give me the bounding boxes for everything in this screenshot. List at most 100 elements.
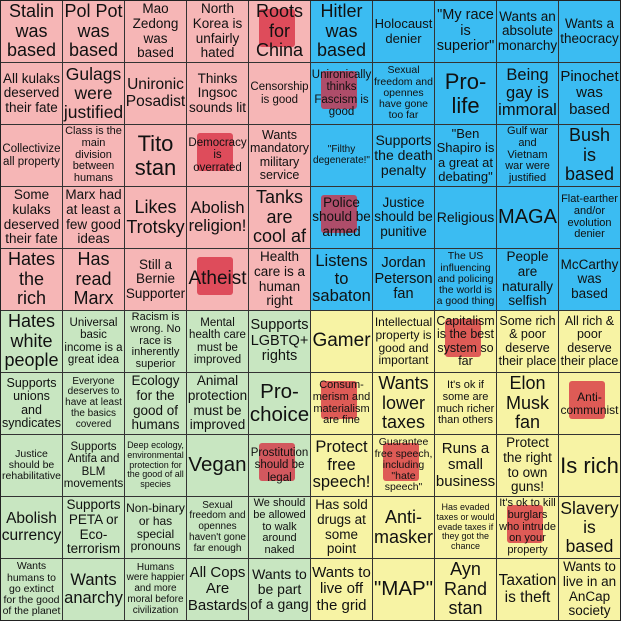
- cell-text: Elon Musk fan: [505, 373, 549, 433]
- bingo-cell: Universal basic income is a great idea: [63, 311, 124, 372]
- cell-text: Gulf war and Vietnam war were justified: [505, 125, 550, 185]
- cell-text: Bush is based: [564, 125, 615, 185]
- cell-text: It's ok to kill burglars who intrude on …: [499, 497, 556, 557]
- bingo-cell: Health care is a human right: [249, 249, 310, 310]
- cell-text: Deep ecology, environmental protection f…: [127, 440, 184, 490]
- cell-text: Pro-life: [444, 68, 487, 118]
- red-mark: [383, 443, 419, 481]
- cell-text: Some rich & poor deserve their place: [498, 313, 557, 368]
- bingo-cell: "Filthy degenerate!": [311, 125, 372, 186]
- bingo-cell: Bush is based: [559, 125, 620, 186]
- bingo-cell: Tanks are cool af: [249, 187, 310, 248]
- bingo-cell: We should be allowed to walk around nake…: [249, 497, 310, 558]
- bingo-cell: People are naturally selfish: [497, 249, 558, 310]
- cell-text: Supports Antifa and BLM movements: [63, 440, 124, 490]
- cell-text: Has read Marx: [73, 249, 114, 309]
- cell-text: Atheist: [188, 268, 247, 290]
- bingo-cell: Religious: [435, 187, 496, 248]
- cell-text: Hates the rich: [7, 249, 56, 309]
- cell-text: Jordan Peterson fan: [374, 255, 433, 303]
- bingo-cell: Flat-earther and/or evolution denier: [559, 187, 620, 248]
- red-mark: [197, 133, 233, 171]
- cell-text: Intellectual property is good and import…: [374, 314, 433, 368]
- cell-text: "My race is superior": [436, 7, 495, 55]
- cell-text: "Ben Shapiro is a great at debating": [436, 126, 495, 184]
- cell-text: All rich & poor deserve their place: [560, 313, 619, 368]
- bingo-cell: "Ben Shapiro is a great at debating": [435, 125, 496, 186]
- bingo-cell: Has sold drugs at some point: [311, 497, 372, 558]
- bingo-cell: "My race is superior": [435, 1, 496, 62]
- bingo-cell: Deep ecology, environmental protection f…: [125, 435, 186, 496]
- bingo-cell: Listens to sabaton: [311, 249, 372, 310]
- bingo-cell: Prostitution should be legal: [249, 435, 310, 496]
- cell-text: Health care is a human right: [253, 249, 306, 309]
- bingo-cell: The US influencing and policing the worl…: [435, 249, 496, 310]
- bingo-cell: Still a Bernie Supporter: [125, 249, 186, 310]
- cell-text: Some kulaks deserved their fate: [3, 187, 60, 247]
- bingo-cell: "MAP": [373, 559, 434, 620]
- cell-text: Stalin was based: [6, 1, 57, 61]
- cell-text: It's ok if some are much richer than oth…: [436, 378, 495, 427]
- bingo-cell: Wants mandatory military service: [249, 125, 310, 186]
- cell-text: Justice should be punitive: [374, 194, 433, 239]
- bingo-cell: Gulags were justified: [63, 63, 124, 124]
- bingo-cell: Mao Zedong was based: [125, 1, 186, 62]
- bingo-cell: Hates white people: [1, 311, 62, 372]
- bingo-cell: Supports LGBTQ+ rights: [249, 311, 310, 372]
- bingo-cell: Wants to be part of a gang: [249, 559, 310, 620]
- bingo-cell: Wants a theocracy: [559, 1, 620, 62]
- bingo-cell: Vegan: [187, 435, 248, 496]
- red-mark: [197, 257, 233, 295]
- bingo-cell: Wants anarchy: [63, 559, 124, 620]
- bingo-cell: Wants to live in an AnCap society: [559, 559, 620, 620]
- bingo-cell: Gamer: [311, 311, 372, 372]
- red-mark: [259, 9, 295, 47]
- bingo-cell: Collectivize all property: [1, 125, 62, 186]
- bingo-cell: Ecology for the good of humans: [125, 373, 186, 434]
- bingo-cell: Supports the death penalty: [373, 125, 434, 186]
- cell-text: Justice should be rehabilitative: [2, 447, 61, 483]
- cell-text: Sexual freedom and opennes haven't gone …: [189, 499, 246, 554]
- bingo-cell: Jordan Peterson fan: [373, 249, 434, 310]
- bingo-cell: Non-binary or has special pronouns: [125, 497, 186, 558]
- cell-text: Is rich: [560, 452, 619, 478]
- cell-text: Supports PETA or Eco-terrorism: [66, 497, 121, 557]
- bingo-cell: Justice should be punitive: [373, 187, 434, 248]
- cell-text: Wants humans to go extinct for the good …: [2, 560, 61, 618]
- bingo-cell: Wants to live off the grid: [311, 559, 372, 620]
- cell-text: Pol Pot was based: [64, 1, 123, 61]
- bingo-cell: Justice should be rehabilitative: [1, 435, 62, 496]
- bingo-cell: All kulaks deserved their fate: [1, 63, 62, 124]
- bingo-cell: Sexual freedom and opennes haven't gone …: [187, 497, 248, 558]
- bingo-cell: Has read Marx: [63, 249, 124, 310]
- bingo-cell: Everyone deserves to have at least the b…: [63, 373, 124, 434]
- bingo-cell: Elon Musk fan: [497, 373, 558, 434]
- cell-text: Vegan: [188, 453, 247, 477]
- bingo-cell: Consum-merism and materialism are fine: [311, 373, 372, 434]
- bingo-cell: Unironically thinks Fascism is good: [311, 63, 372, 124]
- bingo-cell: Hates the rich: [1, 249, 62, 310]
- cell-text: Wants anarchy: [64, 570, 123, 607]
- cell-text: Being gay is immoral: [498, 65, 557, 120]
- bingo-cell: Democracy is overrated: [187, 125, 248, 186]
- cell-text: Thinks Ingsoc sounds lit: [188, 70, 247, 115]
- bingo-cell: Protect free speech!: [311, 435, 372, 496]
- bingo-cell: North Korea is unfairly hated: [187, 1, 248, 62]
- red-mark: [321, 71, 357, 109]
- cell-text: Anti-masker: [374, 507, 434, 547]
- cell-text: Wants lower taxes: [378, 373, 429, 433]
- bingo-cell: McCarthy was based: [559, 249, 620, 310]
- cell-text: Hates white people: [4, 311, 59, 371]
- cell-text: Supports LGBTQ+ rights: [250, 317, 309, 365]
- bingo-cell: Capitalism is the best system so far: [435, 311, 496, 372]
- bingo-cell: Censorship is good: [249, 63, 310, 124]
- bingo-cell: Hitler was based: [311, 1, 372, 62]
- cell-text: Wants to be part of a gang: [250, 565, 309, 613]
- bingo-cell: Police should be armed: [311, 187, 372, 248]
- bingo-cell: Stalin was based: [1, 1, 62, 62]
- cell-text: McCarthy was based: [560, 256, 619, 301]
- bingo-cell: It's ok to kill burglars who intrude on …: [497, 497, 558, 558]
- bingo-cell: Pinochet was based: [559, 63, 620, 124]
- cell-text: Hitler was based: [316, 1, 367, 61]
- bingo-cell: Holocaust denier: [373, 1, 434, 62]
